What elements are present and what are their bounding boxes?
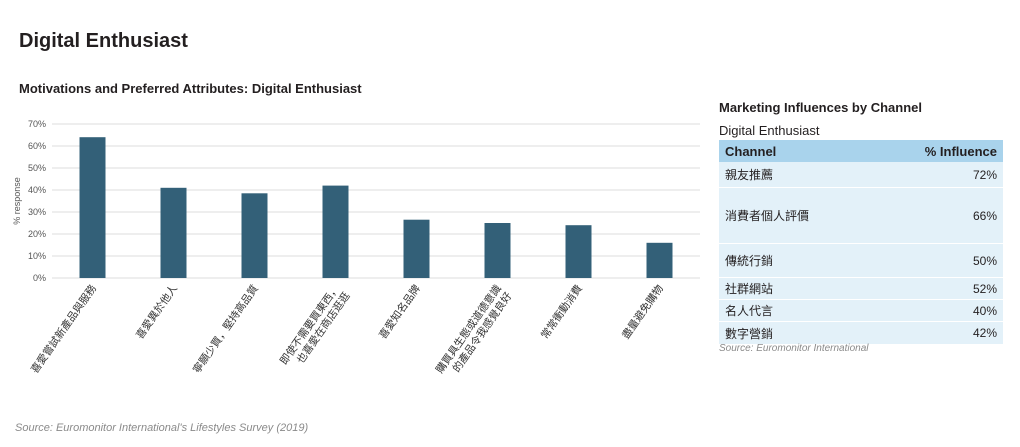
bar bbox=[484, 223, 511, 278]
x-tick-label: 盡量避免購物 bbox=[619, 282, 666, 341]
table-row: 消費者個人評價 66% bbox=[719, 188, 1003, 244]
influences-table-header: Channel % Influence bbox=[719, 140, 1003, 162]
motivations-bar-chart: 0% 10% 20% 30% 40% 50% 60% 70% % response 喜愛嘗試新產品… bbox=[12, 119, 700, 383]
channel-name: 親友推薦 bbox=[725, 168, 774, 182]
bar bbox=[565, 225, 592, 278]
influences-table: Channel % Influence 親友推薦 72% 消費者個人評價 66%… bbox=[719, 140, 1003, 344]
y-tick-label: 0% bbox=[33, 273, 46, 283]
table-row: 數字營銷 42% bbox=[719, 322, 1003, 344]
chart-title: Motivations and Preferred Attributes: Di… bbox=[19, 81, 362, 96]
chart-source: Source: Euromonitor International's Life… bbox=[15, 422, 309, 434]
bar bbox=[160, 187, 187, 278]
x-tick-label: 喜愛知名品牌 bbox=[376, 282, 423, 341]
influences-title: Marketing Influences by Channel bbox=[719, 100, 922, 115]
influence-value: 42% bbox=[972, 326, 997, 340]
x-tick-label: 寧願少買，堅持高品質 bbox=[190, 282, 261, 375]
y-tick-label: 40% bbox=[28, 185, 46, 195]
header-channel: Channel bbox=[725, 143, 777, 159]
x-tick-label: 購買具生態或道德意識的產品令我感覺良好 bbox=[433, 282, 515, 383]
x-tick-label: 喜愛嘗試新產品與服務 bbox=[28, 282, 99, 376]
influences-source: Source: Euromonitor International bbox=[719, 343, 869, 354]
y-tick-label: 30% bbox=[28, 207, 46, 217]
bar bbox=[322, 185, 349, 278]
bar bbox=[646, 242, 673, 278]
y-tick-label: 60% bbox=[28, 141, 46, 151]
table-row: 名人代言 40% bbox=[719, 300, 1003, 322]
bar bbox=[79, 137, 106, 278]
channel-name: 名人代言 bbox=[725, 304, 774, 318]
page-title: Digital Enthusiast bbox=[19, 30, 188, 52]
channel-name: 數字營銷 bbox=[725, 326, 774, 341]
channel-name: 傳統行銷 bbox=[725, 254, 774, 268]
table-row: 親友推薦 72% bbox=[719, 162, 1003, 188]
bar bbox=[241, 193, 268, 278]
influence-value: 66% bbox=[972, 208, 997, 223]
influence-value: 52% bbox=[972, 281, 997, 296]
x-tick-label: 即使不需要買東西，也喜愛在商店逛逛 bbox=[277, 282, 353, 375]
table-row: 傳統行銷 50% bbox=[719, 244, 1003, 278]
channel-name: 社群網站 bbox=[725, 282, 774, 296]
y-tick-label: 50% bbox=[28, 163, 46, 173]
x-tick-label: 喜愛異於他人 bbox=[133, 282, 180, 341]
x-tick-label: 常常衝動消費 bbox=[538, 282, 585, 341]
influences-subtitle: Digital Enthusiast bbox=[719, 123, 820, 138]
y-tick-label: 10% bbox=[28, 251, 46, 261]
y-tick-label: 70% bbox=[28, 119, 46, 129]
table-row: 社群網站 52% bbox=[719, 278, 1003, 300]
y-tick-label: 20% bbox=[28, 229, 46, 239]
bar bbox=[403, 219, 430, 278]
influence-value: 40% bbox=[972, 303, 997, 318]
channel-name: 消費者個人評價 bbox=[725, 209, 810, 223]
influence-value: 50% bbox=[972, 253, 997, 268]
y-axis-label: % response bbox=[12, 177, 22, 225]
influence-value: 72% bbox=[972, 167, 997, 182]
header-influence: % Influence bbox=[924, 143, 997, 159]
